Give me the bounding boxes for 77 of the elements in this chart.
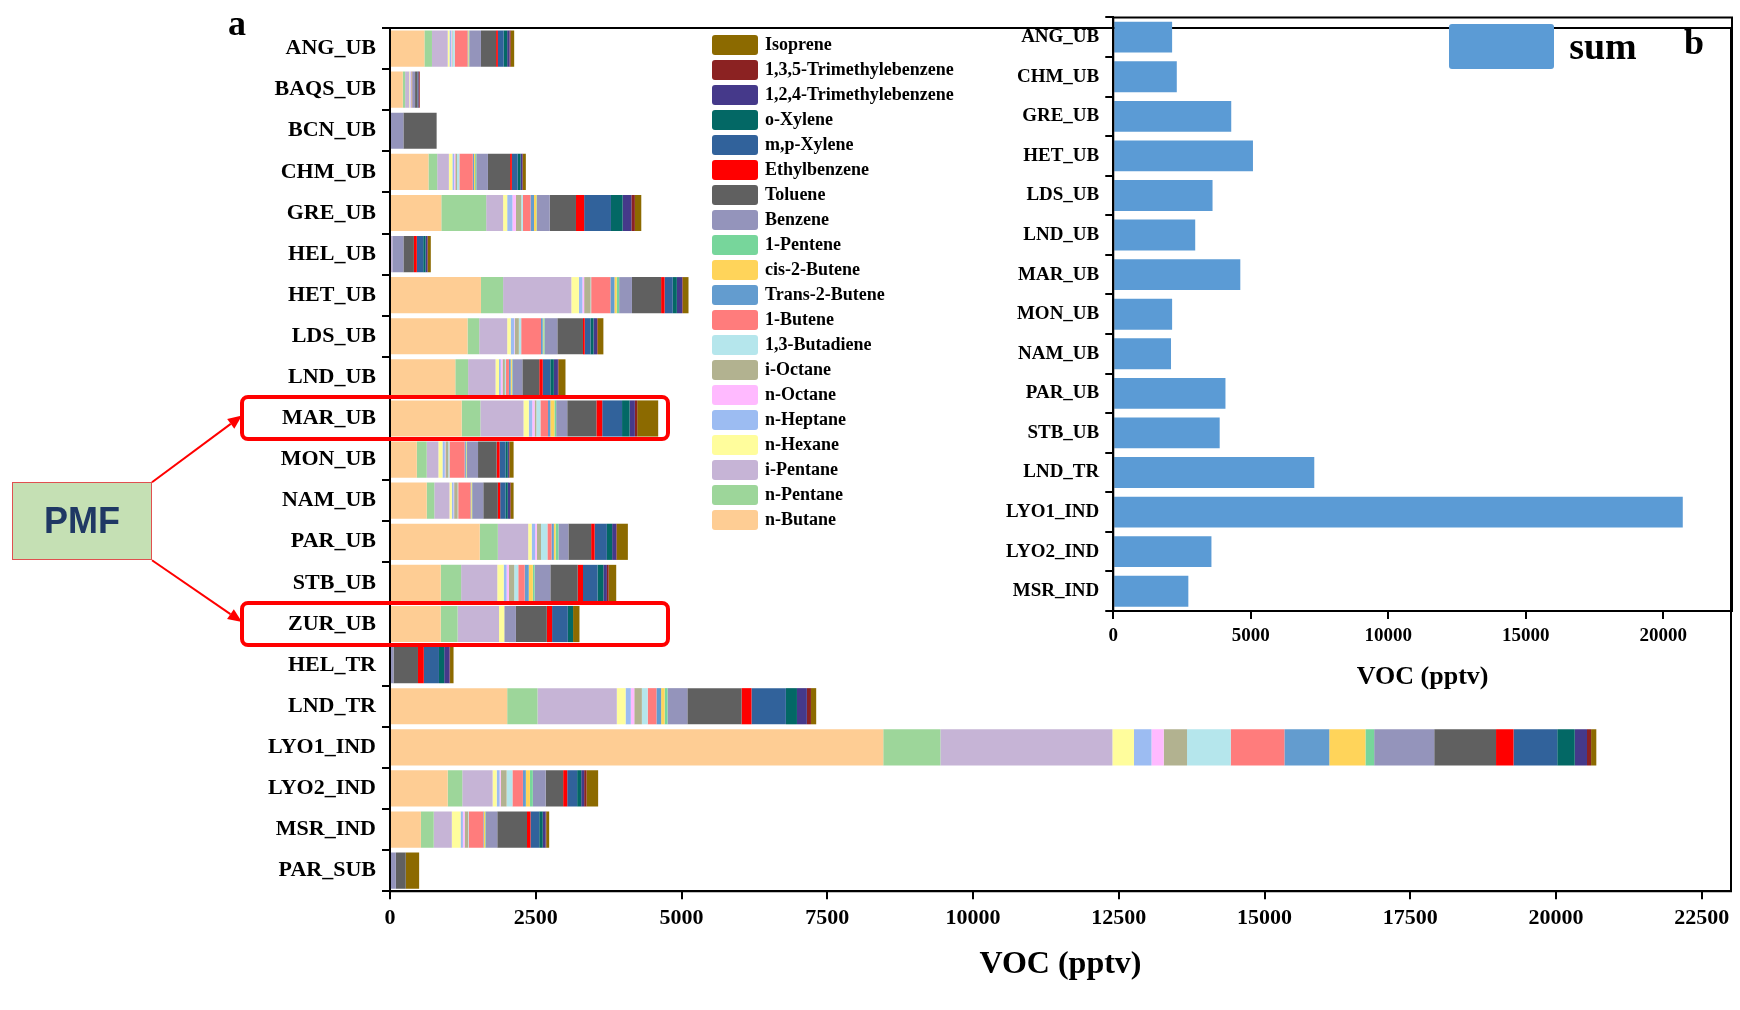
y-tick-label: MSR_IND bbox=[1012, 579, 1100, 601]
x-tick-label: 17500 bbox=[1382, 904, 1438, 930]
legend-label: sum bbox=[1569, 24, 1637, 69]
y-tick-label: STB_UB bbox=[292, 568, 377, 594]
y-tick-label: MAR_UB bbox=[1017, 262, 1100, 284]
y-tick-label: LYO1_IND bbox=[267, 733, 376, 759]
y-tick-label: MAR_UB bbox=[281, 404, 377, 430]
x-tick-label: 5000 bbox=[659, 904, 704, 930]
text: a bbox=[227, 2, 246, 44]
y-tick-label: MON_UB bbox=[1016, 302, 1100, 324]
y-tick-label: LDS_UB bbox=[1026, 183, 1100, 205]
x-axis-title: VOC (pptv) bbox=[979, 944, 1142, 981]
y-tick-label: HET_UB bbox=[1023, 143, 1100, 165]
legend-label: Isoprene bbox=[765, 34, 832, 55]
y-tick-label: ZUR_UB bbox=[287, 609, 377, 635]
x-tick-label: 0 bbox=[384, 904, 396, 930]
legend-label: i-Octane bbox=[765, 359, 831, 380]
y-tick-label: MSR_IND bbox=[275, 815, 376, 841]
y-tick-label: LYO2_IND bbox=[267, 774, 376, 800]
legend-label: n-Heptane bbox=[765, 409, 847, 430]
x-tick-label: 0 bbox=[1108, 624, 1119, 646]
x-tick-label: 5000 bbox=[1231, 624, 1270, 646]
y-tick-label: HET_UB bbox=[287, 280, 377, 306]
y-tick-label: BAQS_UB bbox=[274, 75, 377, 101]
y-tick-label: ANG_UB bbox=[1021, 25, 1100, 47]
legend-label: cis-2-Butene bbox=[765, 259, 860, 280]
y-tick-label: STB_UB bbox=[1027, 420, 1100, 442]
y-tick-label: LND_TR bbox=[1023, 460, 1100, 482]
y-tick-label: HEL_TR bbox=[287, 650, 378, 676]
legend-label: 1,3-Butadiene bbox=[765, 334, 872, 355]
x-tick-label: 15000 bbox=[1237, 904, 1293, 930]
y-tick-label: ANG_UB bbox=[285, 34, 377, 60]
y-tick-label: PAR_UB bbox=[290, 527, 377, 553]
legend-label: Toluene bbox=[765, 184, 826, 205]
legend-label: 1,3,5-Trimethylebenzene bbox=[765, 59, 954, 80]
x-tick-label: 10000 bbox=[945, 904, 1001, 930]
y-tick-label: HEL_UB bbox=[287, 239, 377, 265]
legend-label: 1-Butene bbox=[765, 309, 835, 330]
y-tick-label: LYO1_IND bbox=[1006, 499, 1100, 521]
legend-label: n-Hexane bbox=[765, 434, 840, 455]
annotation: b bbox=[1684, 21, 1705, 64]
y-tick-label: GRE_UB bbox=[1022, 104, 1100, 126]
y-tick-label: PAR_SUB bbox=[278, 856, 377, 882]
legend-label: Benzene bbox=[765, 209, 829, 230]
legend-label: o-Xylene bbox=[765, 109, 833, 130]
x-tick-label: 20000 bbox=[1639, 624, 1687, 646]
x-axis-title: VOC (pptv) bbox=[1356, 661, 1489, 691]
y-tick-label: LND_UB bbox=[1023, 222, 1100, 244]
text: PMF bbox=[12, 482, 152, 561]
x-tick-label: 2500 bbox=[513, 904, 558, 930]
x-tick-label: 7500 bbox=[805, 904, 850, 930]
y-tick-label: BCN_UB bbox=[287, 116, 377, 142]
legend-label: Ethylbenzene bbox=[765, 159, 870, 180]
legend-label: m,p-Xylene bbox=[765, 134, 854, 155]
y-tick-label: CHM_UB bbox=[280, 157, 377, 183]
legend-label: Trans-2-Butene bbox=[765, 284, 885, 305]
y-tick-label: NAM_UB bbox=[1017, 341, 1100, 363]
y-tick-label: CHM_UB bbox=[1016, 64, 1100, 86]
y-tick-label: NAM_UB bbox=[281, 486, 377, 512]
legend-label: n-Pentane bbox=[765, 484, 844, 505]
y-tick-label: LND_UB bbox=[287, 363, 377, 389]
x-tick-label: 20000 bbox=[1528, 904, 1584, 930]
x-tick-label: 22500 bbox=[1674, 904, 1730, 930]
legend-label: 1-Pentene bbox=[765, 234, 841, 255]
y-tick-label: PAR_UB bbox=[1025, 381, 1100, 403]
y-tick-label: MON_UB bbox=[280, 445, 377, 471]
legend-label: n-Octane bbox=[765, 384, 837, 405]
y-tick-label: LDS_UB bbox=[291, 321, 377, 347]
x-tick-label: 12500 bbox=[1091, 904, 1147, 930]
x-tick-label: 15000 bbox=[1502, 624, 1550, 646]
legend-label: n-Butane bbox=[765, 509, 837, 530]
legend-label: 1,2,4-Trimethylebenzene bbox=[765, 84, 954, 105]
y-tick-label: LND_TR bbox=[287, 691, 378, 717]
y-tick-label: GRE_UB bbox=[286, 198, 377, 224]
y-tick-label: LYO2_IND bbox=[1006, 539, 1100, 561]
legend-label: i-Pentane bbox=[765, 459, 838, 480]
x-tick-label: 10000 bbox=[1364, 624, 1413, 646]
